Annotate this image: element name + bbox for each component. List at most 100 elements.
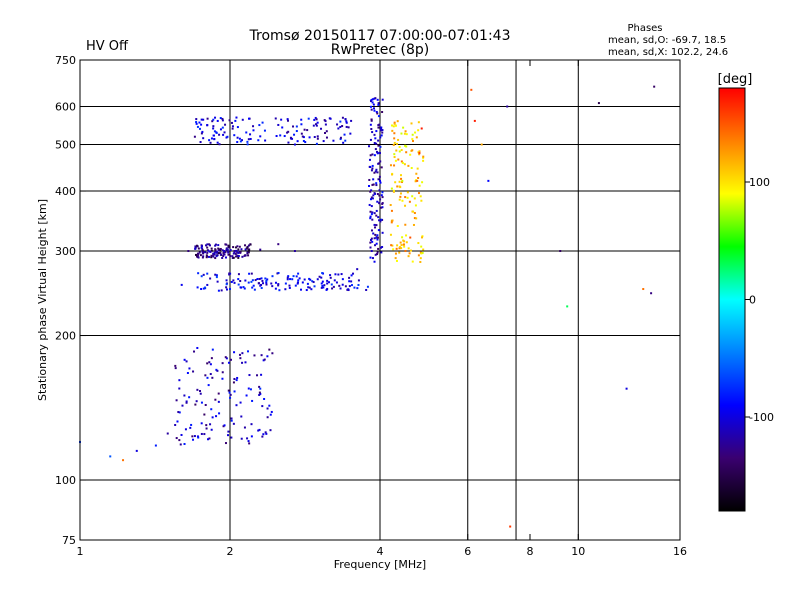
echo-point xyxy=(398,150,401,153)
echo-point xyxy=(370,128,373,131)
echo-point xyxy=(337,127,340,130)
echo-point xyxy=(345,121,348,124)
echo-point xyxy=(315,142,318,145)
echo-point xyxy=(395,149,398,152)
echo-point xyxy=(375,214,378,217)
echo-point xyxy=(194,247,197,250)
echo-point xyxy=(212,255,215,258)
echo-point xyxy=(193,135,196,138)
echo-point xyxy=(403,163,406,166)
echo-point xyxy=(422,159,425,162)
echo-point xyxy=(376,98,379,101)
echo-point xyxy=(389,164,392,167)
echo-point xyxy=(221,117,224,120)
echo-point xyxy=(395,259,398,262)
echo-point xyxy=(373,133,376,136)
echo-point xyxy=(393,132,396,135)
echo-point xyxy=(284,282,287,285)
echo-point xyxy=(212,118,215,121)
echo-point xyxy=(217,400,220,403)
echo-point xyxy=(372,103,375,106)
echo-point xyxy=(379,136,382,139)
echo-point xyxy=(379,152,381,155)
echo-point xyxy=(208,361,211,364)
echo-point xyxy=(253,354,256,357)
echo-point xyxy=(224,251,227,254)
echo-point xyxy=(376,150,379,153)
echo-point xyxy=(238,353,241,356)
x-tick-label: 16 xyxy=(673,545,687,558)
echo-point xyxy=(233,281,236,284)
echo-point xyxy=(209,373,212,376)
echo-point xyxy=(398,180,401,183)
echo-point xyxy=(241,352,244,355)
echo-point xyxy=(258,385,261,388)
echo-point xyxy=(213,251,216,254)
echo-point xyxy=(325,130,328,133)
echo-point xyxy=(211,348,214,351)
echo-point xyxy=(403,245,406,248)
colorbar-tick-label: 0 xyxy=(749,294,756,307)
echo-point xyxy=(330,283,333,286)
echo-point xyxy=(566,305,569,308)
echo-point xyxy=(271,285,274,288)
echo-point xyxy=(256,277,259,280)
echo-point xyxy=(371,197,374,200)
echo-point xyxy=(246,437,249,440)
echo-point xyxy=(236,245,239,248)
echo-point xyxy=(223,131,226,134)
echo-point xyxy=(417,254,420,257)
echo-point xyxy=(227,251,230,254)
echo-point xyxy=(409,236,412,239)
echo-point xyxy=(371,101,374,104)
echo-point xyxy=(401,236,404,239)
echo-point xyxy=(204,244,207,247)
echo-point xyxy=(370,196,373,199)
echo-point xyxy=(200,422,203,425)
echo-point xyxy=(597,102,600,105)
echo-point xyxy=(238,137,241,140)
echo-point xyxy=(373,97,376,100)
echo-point xyxy=(374,226,377,229)
echo-point xyxy=(258,428,261,431)
echo-point xyxy=(277,243,280,246)
echo-point xyxy=(372,178,375,181)
echo-point xyxy=(202,137,205,140)
echo-point xyxy=(224,123,227,126)
echo-point xyxy=(310,288,313,291)
echo-point xyxy=(209,141,212,144)
echo-point xyxy=(215,276,218,279)
echo-point xyxy=(231,256,234,259)
echo-point xyxy=(174,364,177,367)
echo-point xyxy=(374,253,377,256)
echo-point xyxy=(403,132,406,135)
echo-point xyxy=(181,404,184,407)
echo-point xyxy=(337,273,340,276)
echo-point xyxy=(263,129,266,132)
echo-point xyxy=(288,286,291,289)
echo-point xyxy=(216,251,219,254)
echo-point xyxy=(227,250,230,253)
echo-point xyxy=(247,138,250,141)
echo-point xyxy=(221,249,224,252)
echo-point xyxy=(177,411,180,414)
echo-point xyxy=(221,126,224,129)
echo-point xyxy=(195,122,198,125)
echo-point xyxy=(377,216,380,219)
echo-point xyxy=(404,223,407,226)
echo-point xyxy=(339,120,342,123)
echo-point xyxy=(218,412,221,415)
echo-point xyxy=(408,200,411,203)
echo-point xyxy=(288,284,291,287)
echo-point xyxy=(199,254,202,257)
echo-point xyxy=(243,254,246,257)
echo-point xyxy=(410,122,413,125)
echo-point xyxy=(213,130,216,133)
echo-point xyxy=(404,130,407,133)
chart-title: Tromsø 20150117 07:00:00-07:01:43 xyxy=(249,28,511,44)
echo-point xyxy=(206,376,209,379)
echo-point xyxy=(223,253,226,256)
echo-point xyxy=(266,416,269,419)
echo-point xyxy=(421,181,424,184)
echo-point xyxy=(321,284,324,287)
